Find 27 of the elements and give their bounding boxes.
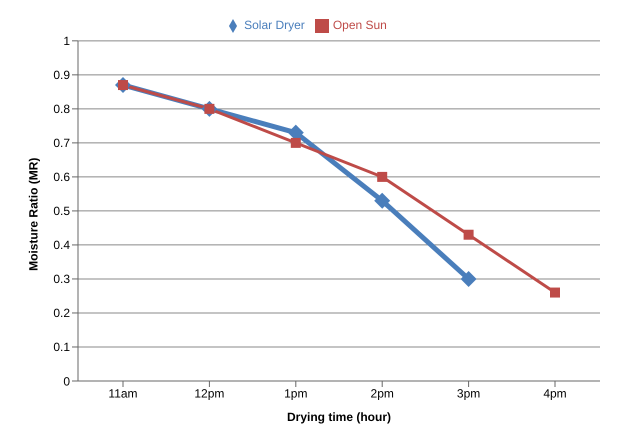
point [460, 270, 477, 287]
y-tick-label: 0.3 [53, 272, 70, 286]
y-tick-label: 1 [63, 34, 70, 48]
y-tick-label: 0.9 [53, 68, 70, 82]
x-tick-label: 11am [108, 386, 138, 401]
x-tick-label: 4pm [543, 386, 567, 401]
x-tick-label: 2pm [370, 386, 394, 401]
legend-label: Solar Dryer [244, 18, 305, 32]
x-axis-title: Drying time (hour) [287, 410, 391, 424]
y-tick-label: 0.7 [53, 136, 70, 150]
y-tick-label: 0.2 [53, 306, 70, 320]
y-tick-label: 0.8 [53, 102, 70, 116]
point [377, 172, 388, 182]
x-tick-label: 1pm [284, 386, 308, 401]
point [464, 230, 474, 240]
y-tick-label: 0 [63, 374, 70, 388]
legend-label: Open Sun [332, 18, 387, 32]
y-tick-label: 0.5 [53, 204, 70, 218]
y-tick-label: 0.4 [53, 238, 70, 252]
y-tick-label: 0.1 [53, 340, 70, 354]
x-tick-label: 3pm [456, 386, 480, 401]
y-axis-title: Moisture Ratio (MR) [26, 158, 40, 271]
point [374, 192, 390, 209]
x-tick-label: 12pm [194, 386, 224, 401]
point [550, 288, 560, 298]
y-tick-label: 0.6 [53, 170, 70, 184]
point [290, 138, 301, 148]
